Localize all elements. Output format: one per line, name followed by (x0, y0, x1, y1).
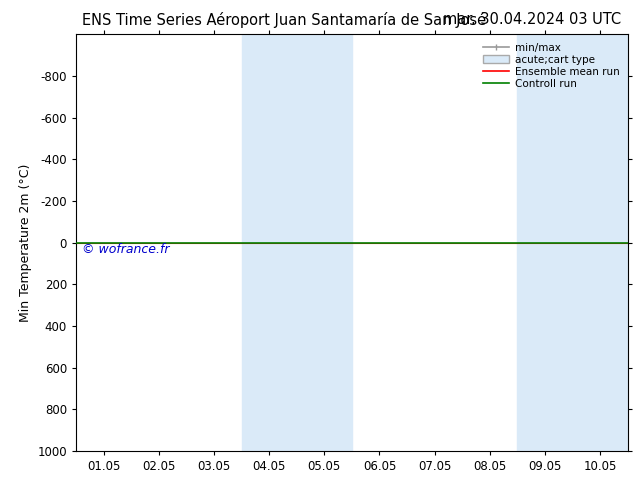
Text: mar. 30.04.2024 03 UTC: mar. 30.04.2024 03 UTC (443, 12, 621, 27)
Text: © wofrance.fr: © wofrance.fr (82, 243, 169, 256)
Y-axis label: Min Temperature 2m (°C): Min Temperature 2m (°C) (19, 163, 32, 322)
Legend: min/max, acute;cart type, Ensemble mean run, Controll run: min/max, acute;cart type, Ensemble mean … (480, 40, 623, 92)
Bar (242, 34, 352, 451)
Bar (517, 34, 628, 451)
Text: ENS Time Series Aéroport Juan Santamaría de San José: ENS Time Series Aéroport Juan Santamaría… (82, 12, 486, 28)
